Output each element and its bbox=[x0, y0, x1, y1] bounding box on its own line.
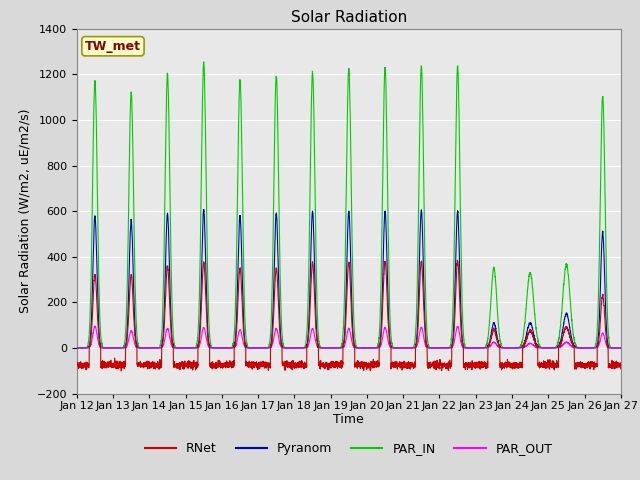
Title: Solar Radiation: Solar Radiation bbox=[291, 10, 407, 25]
Text: TW_met: TW_met bbox=[85, 40, 141, 53]
X-axis label: Time: Time bbox=[333, 413, 364, 426]
Legend: RNet, Pyranom, PAR_IN, PAR_OUT: RNet, Pyranom, PAR_IN, PAR_OUT bbox=[140, 437, 557, 460]
Y-axis label: Solar Radiation (W/m2, uE/m2/s): Solar Radiation (W/m2, uE/m2/s) bbox=[18, 109, 31, 313]
